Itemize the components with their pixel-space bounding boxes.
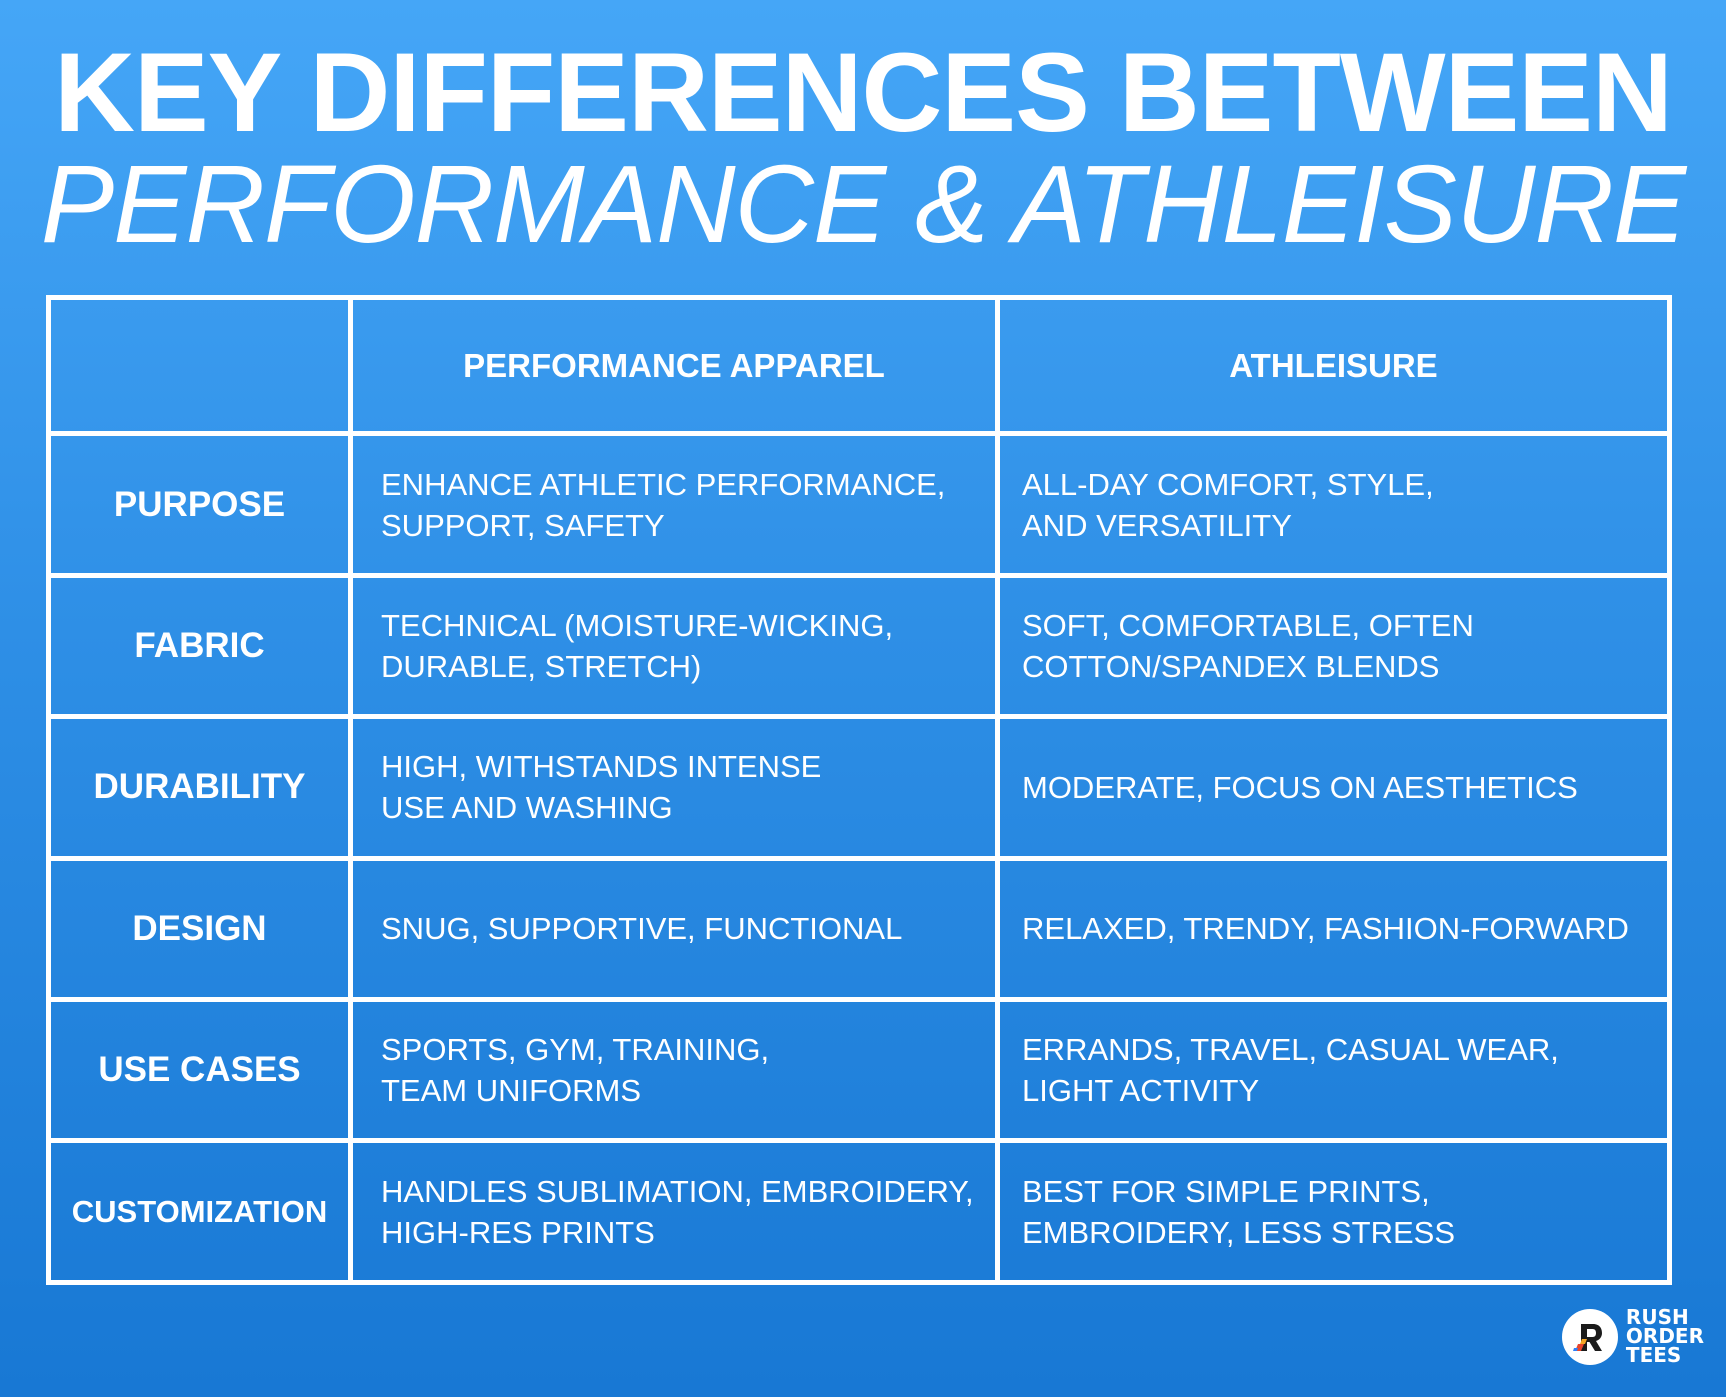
logo-wordmark: RUSH ORDER TEES — [1625, 1305, 1704, 1367]
athleisure-cell: SOFT, COMFORTABLE, OFTEN COTTON/SPANDEX … — [995, 572, 1672, 720]
performance-cell: SPORTS, GYM, TRAINING, TEAM UNIFORMS — [348, 997, 1000, 1144]
row-label: DURABILITY — [46, 714, 353, 861]
table-row-use-cases: USE CASES SPORTS, GYM, TRAINING, TEAM UN… — [46, 997, 1672, 1144]
row-label: DESIGN — [46, 855, 353, 1003]
table-header-row: PERFORMANCE APPAREL ATHLEISURE — [46, 294, 1672, 437]
row-label: CUSTOMIZATION — [46, 1138, 353, 1285]
athleisure-cell: MODERATE, FOCUS ON AESTHETICS — [995, 714, 1672, 861]
row-label: FABRIC — [46, 572, 353, 720]
brand-logo: RUSH ORDER TEES — [1561, 1305, 1704, 1367]
page-title-line2: PERFORMANCE & ATHLEISURE — [40, 143, 1687, 266]
athleisure-cell: RELAXED, TRENDY, FASHION-FORWARD — [995, 855, 1672, 1003]
header-empty-cell — [46, 294, 353, 437]
rush-order-tees-logo-icon — [1561, 1308, 1618, 1365]
performance-cell: SNUG, SUPPORTIVE, FUNCTIONAL — [348, 855, 1000, 1003]
performance-cell: ENHANCE ATHLETIC PERFORMANCE, SUPPORT, S… — [348, 431, 1000, 578]
performance-cell: HANDLES SUBLIMATION, EMBROIDERY, HIGH-RE… — [348, 1138, 1000, 1285]
table-row-durability: DURABILITY HIGH, WITHSTANDS INTENSE USE … — [46, 714, 1672, 861]
header-performance-apparel: PERFORMANCE APPAREL — [348, 294, 1000, 437]
table-row-purpose: PURPOSE ENHANCE ATHLETIC PERFORMANCE, SU… — [46, 431, 1672, 578]
table-row-customization: CUSTOMIZATION HANDLES SUBLIMATION, EMBRO… — [46, 1138, 1672, 1285]
header-athleisure: ATHLEISURE — [995, 294, 1672, 437]
row-label: USE CASES — [46, 997, 353, 1144]
comparison-table: PERFORMANCE APPAREL ATHLEISURE PURPOSE E… — [46, 294, 1672, 1285]
athleisure-cell: ALL-DAY COMFORT, STYLE, AND VERSATILITY — [995, 431, 1672, 578]
athleisure-cell: BEST FOR SIMPLE PRINTS, EMBROIDERY, LESS… — [995, 1138, 1672, 1285]
performance-cell: HIGH, WITHSTANDS INTENSE USE AND WASHING — [348, 714, 1000, 861]
page-title-line1: KEY DIFFERENCES BETWEEN — [54, 30, 1673, 155]
performance-cell: TECHNICAL (MOISTURE-WICKING, DURABLE, ST… — [348, 572, 1000, 720]
table-row-fabric: FABRIC TECHNICAL (MOISTURE-WICKING, DURA… — [46, 572, 1672, 720]
row-label: PURPOSE — [46, 431, 353, 578]
table-row-design: DESIGN SNUG, SUPPORTIVE, FUNCTIONAL RELA… — [46, 855, 1672, 1003]
athleisure-cell: ERRANDS, TRAVEL, CASUAL WEAR, LIGHT ACTI… — [995, 997, 1672, 1144]
